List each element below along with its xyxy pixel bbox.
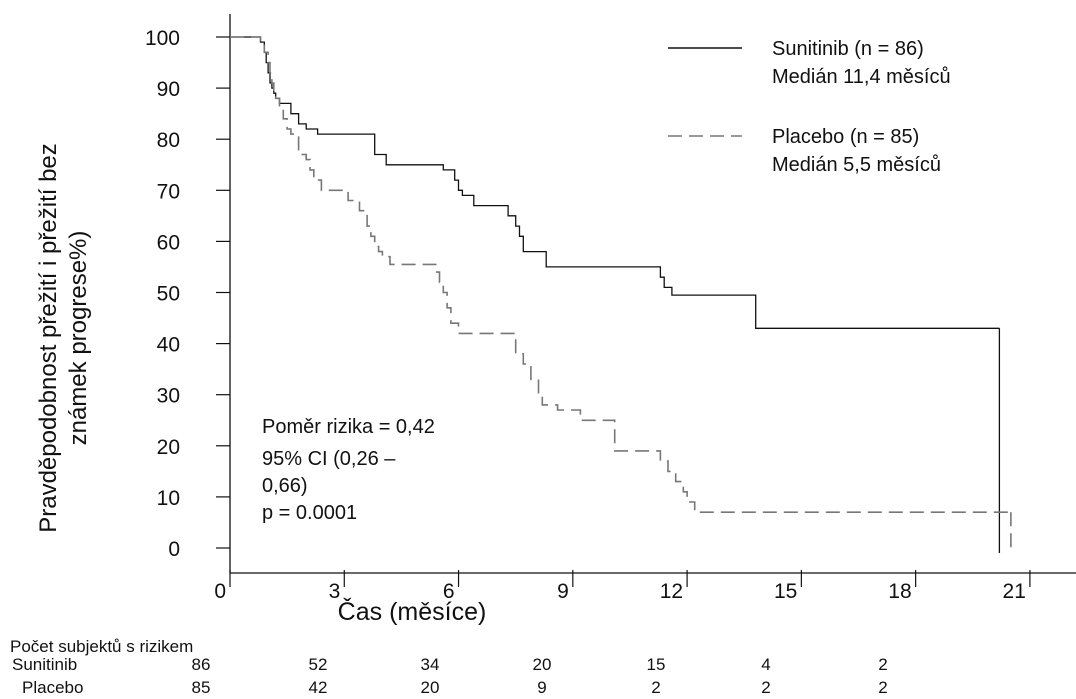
legend: Sunitinib (n = 86) Medián 11,4 měsíců Pl… <box>668 38 951 176</box>
x-tick-label: 18 <box>888 580 911 603</box>
risk-table-cell: 2 <box>651 678 660 697</box>
x-tick-label: 3 <box>329 580 341 603</box>
ci-text-line1: 95% CI (0,26 – <box>262 448 396 470</box>
y-axis-label-line1: Pravděpodobnost přežití i přežití bez <box>35 143 62 533</box>
legend-median-placebo: Medián 5,5 měsíců <box>772 154 941 176</box>
x-tick-label: 0 <box>214 580 226 603</box>
legend-label-sunitinib: Sunitinib (n = 86) <box>772 38 924 60</box>
risk-table-cell: 85 <box>192 678 211 697</box>
y-axis-label-line2: známek progrese%) <box>65 231 92 446</box>
ci-text-line2: 0,66) <box>262 475 308 497</box>
legend-label-placebo: Placebo (n = 85) <box>772 126 919 148</box>
risk-table-cell: 4 <box>761 655 770 674</box>
x-tick-label: 12 <box>660 580 683 603</box>
risk-row-label-sunitinib: Sunitinib <box>12 655 77 674</box>
y-tick-label: 70 <box>157 180 180 203</box>
risk-table-cell: 42 <box>309 678 328 697</box>
risk-table-cell: 2 <box>878 655 887 674</box>
y-tick-label: 100 <box>145 27 180 50</box>
risk-table-cell: 2 <box>761 678 770 697</box>
legend-median-sunitinib: Medián 11,4 měsíců <box>772 66 951 88</box>
axes <box>229 14 1076 574</box>
risk-table: Počet subjektů s rizikem Sunitinib Place… <box>10 637 888 697</box>
risk-table-cell: 20 <box>533 655 552 674</box>
y-tick-label: 60 <box>157 231 180 254</box>
risk-table-cell: 20 <box>421 678 440 697</box>
y-tick-label: 40 <box>157 334 180 357</box>
x-tick-label: 15 <box>774 580 797 603</box>
risk-table-cell: 52 <box>309 655 328 674</box>
sunitinib-survival-curve <box>230 36 1001 553</box>
risk-row-label-placebo: Placebo <box>22 678 83 697</box>
risk-values: 86 52 34 20 15 4 285 42 20 9 2 2 2 <box>192 655 888 697</box>
x-axis-label: Čas (měsíce) <box>338 597 487 626</box>
y-tick-label: 20 <box>157 436 180 459</box>
y-tick-label: 0 <box>168 538 180 561</box>
y-tick-label: 10 <box>157 487 180 510</box>
risk-table-cell: 34 <box>421 655 440 674</box>
risk-table-cell: 9 <box>537 678 546 697</box>
risk-table-title: Počet subjektů s rizikem <box>10 637 193 656</box>
y-tick-label: 50 <box>157 283 180 306</box>
risk-table-cell: 15 <box>647 655 666 674</box>
placebo-survival-curve <box>230 36 1012 553</box>
y-axis-label: Pravděpodobnost přežití i přežití bez zn… <box>35 143 92 533</box>
y-tick-label: 90 <box>157 78 180 101</box>
y-axis-ticks: 0 10 20 30 40 50 60 70 80 90 100 <box>145 27 230 561</box>
hazard-ratio-annotation: Poměr rizika = 0,42 95% CI (0,26 – 0,66)… <box>262 416 435 524</box>
x-axis-ticks: 0 3 6 9 12 15 18 21 <box>214 570 1031 603</box>
x-tick-label: 6 <box>443 580 455 603</box>
hazard-ratio-text: Poměr rizika = 0,42 <box>262 416 435 438</box>
x-tick-label: 21 <box>1003 580 1026 603</box>
y-tick-label: 30 <box>157 385 180 408</box>
risk-table-cell: 2 <box>878 678 887 697</box>
x-tick-label: 9 <box>557 580 569 603</box>
risk-table-cell: 86 <box>192 655 211 674</box>
p-value-text: p = 0.0001 <box>262 502 357 524</box>
series-layer <box>230 36 1012 553</box>
y-tick-label: 80 <box>157 129 180 152</box>
